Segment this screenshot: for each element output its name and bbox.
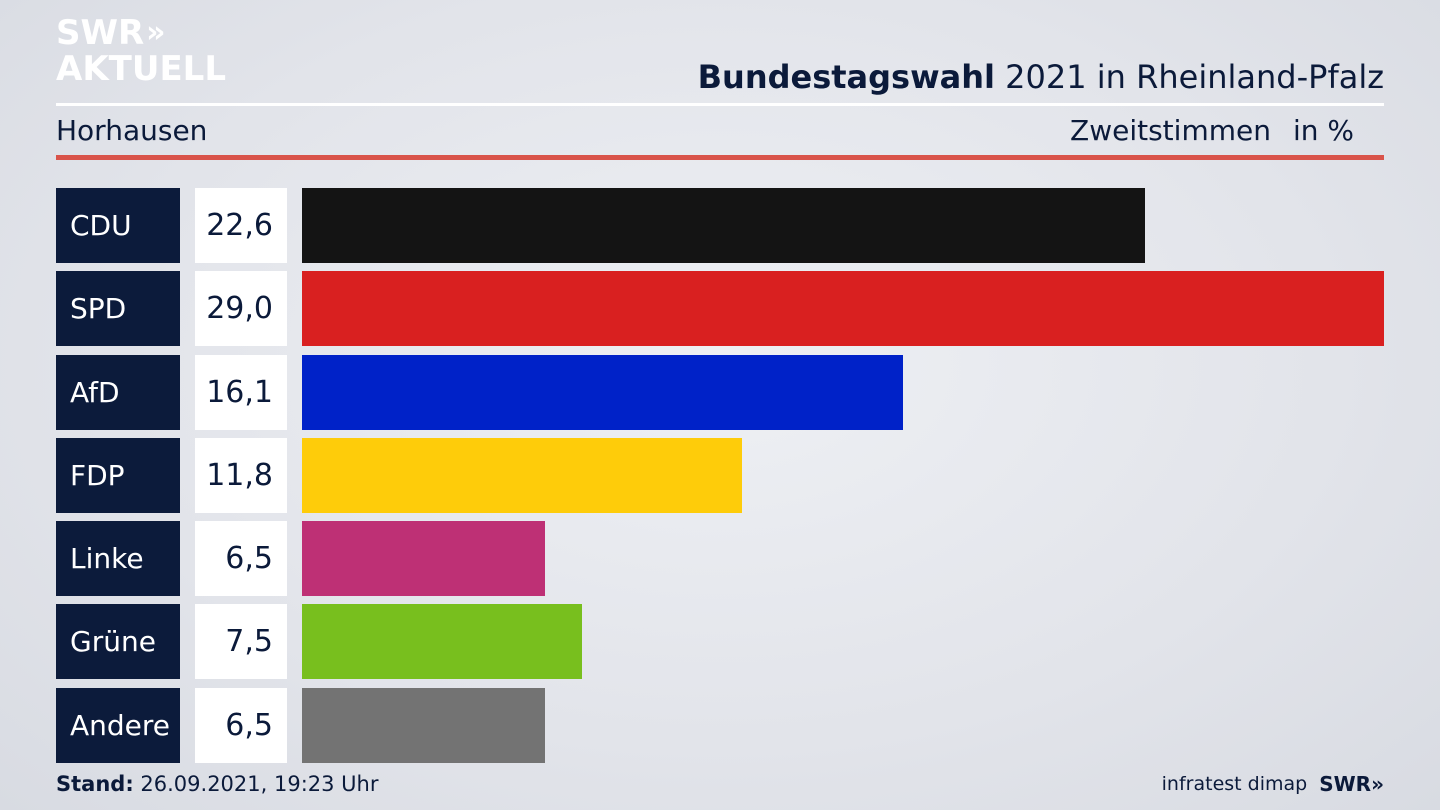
region-name: Horhausen bbox=[56, 114, 208, 147]
bar-row-afd: AfD 16,1 bbox=[56, 354, 1384, 430]
value-label: 6,5 bbox=[195, 687, 287, 763]
timestamp-value: 26.09.2021, 19:23 Uhr bbox=[133, 772, 379, 796]
value-label: 22,6 bbox=[195, 188, 287, 263]
timestamp-label: Stand: bbox=[56, 772, 134, 796]
bar-row-spd: SPD 29,0 bbox=[56, 271, 1384, 347]
bar-linke bbox=[302, 521, 545, 597]
chart-title-rest: 2021 in Rheinland-Pfalz bbox=[995, 58, 1384, 96]
source-credit: infratest dimap bbox=[1161, 773, 1308, 795]
logo-chevron-icon: » bbox=[146, 15, 166, 50]
party-label: FDP bbox=[56, 437, 180, 513]
footer-chevron-icon: » bbox=[1371, 772, 1384, 796]
swr-footer-logo: SWR» bbox=[1319, 772, 1384, 796]
value-label: 7,5 bbox=[195, 604, 287, 680]
vote-type-label: Zweitstimmen in % bbox=[1070, 114, 1384, 147]
party-label: Linke bbox=[56, 521, 180, 597]
header-divider bbox=[56, 103, 1384, 106]
logo-aktuell-text: AKTUELL bbox=[56, 49, 227, 89]
chart-title-bold: Bundestagswahl bbox=[697, 58, 995, 96]
value-label: 29,0 bbox=[195, 271, 287, 347]
party-label: SPD bbox=[56, 271, 180, 347]
value-label: 6,5 bbox=[195, 521, 287, 597]
bar-row-linke: Linke 6,5 bbox=[56, 521, 1384, 597]
bar-cdu bbox=[302, 188, 1145, 263]
bar-row-fdp: FDP 11,8 bbox=[56, 437, 1384, 513]
party-label: Grüne bbox=[56, 604, 180, 680]
timestamp: Stand: 26.09.2021, 19:23 Uhr bbox=[56, 772, 379, 796]
bar-grüne bbox=[302, 604, 582, 680]
footer-brand-text: SWR bbox=[1319, 772, 1372, 796]
bar-fdp bbox=[302, 437, 742, 513]
footer-credits: infratest dimap SWR» bbox=[1162, 772, 1384, 796]
party-label: CDU bbox=[56, 188, 180, 263]
bar-row-cdu: CDU 22,6 bbox=[56, 188, 1384, 263]
bar-row-grüne: Grüne 7,5 bbox=[56, 604, 1384, 680]
bar-spd bbox=[302, 271, 1384, 347]
bar-row-andere: Andere 6,5 bbox=[56, 687, 1384, 763]
chart-title: Bundestagswahl 2021 in Rheinland-Pfalz bbox=[698, 58, 1384, 96]
party-label: AfD bbox=[56, 354, 180, 430]
party-label: Andere bbox=[56, 687, 180, 763]
accent-divider bbox=[56, 155, 1384, 160]
value-label: 16,1 bbox=[195, 354, 287, 430]
bar-chart: CDU 22,6 SPD 29,0 AfD 16,1 FDP 11,8 Linke 6,5 Grün… bbox=[56, 188, 1384, 771]
logo-swr-text: SWR bbox=[56, 13, 145, 53]
bar-andere bbox=[302, 687, 545, 763]
value-label: 11,8 bbox=[195, 437, 287, 513]
swr-aktuell-logo: SWR» AKTUELL bbox=[56, 16, 226, 86]
unit-label: in % bbox=[1292, 114, 1354, 147]
vote-type-text: Zweitstimmen bbox=[1070, 114, 1271, 147]
bar-afd bbox=[302, 354, 903, 430]
